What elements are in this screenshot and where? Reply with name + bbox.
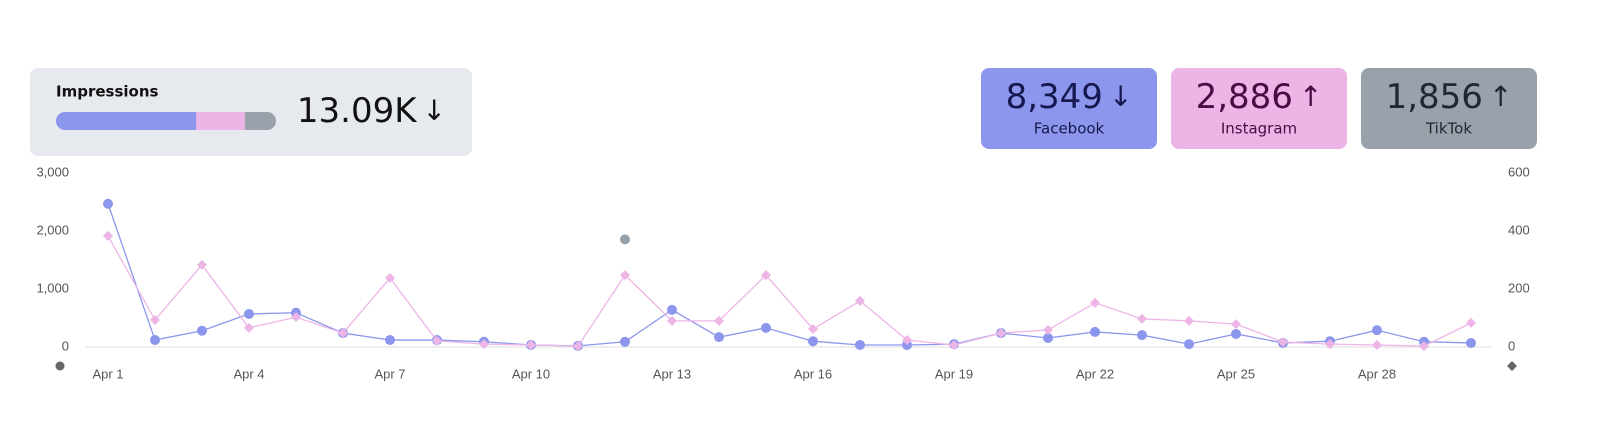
y2-tick-label: 400 <box>1508 222 1530 237</box>
x-tick-label: Apr 22 <box>1076 366 1114 381</box>
point <box>714 332 724 343</box>
x-tick-label: Apr 13 <box>653 366 691 381</box>
y2-tick-label: 0 <box>1508 338 1515 353</box>
point <box>291 312 301 323</box>
point <box>902 335 912 346</box>
point <box>150 335 160 346</box>
total-value: 13.09K <box>297 91 418 131</box>
point <box>197 259 207 270</box>
left-axis-marker <box>55 361 65 371</box>
platform-card <box>1361 68 1537 149</box>
platform-label: Instagram <box>1221 120 1297 138</box>
point <box>1137 313 1147 324</box>
point <box>1325 339 1335 350</box>
point <box>1090 326 1100 337</box>
right-axis-marker <box>1507 361 1517 371</box>
x-tick-label: Apr 10 <box>512 366 550 381</box>
summary-total: 13.09K ↓ <box>297 91 446 131</box>
point <box>855 295 865 306</box>
point <box>620 234 630 245</box>
point <box>620 336 630 347</box>
point <box>385 335 395 346</box>
value: 1,856 <box>1386 77 1483 117</box>
point <box>1231 319 1241 330</box>
point <box>150 315 160 326</box>
y-tick-label: 2,000 <box>36 222 69 237</box>
y-tick-label: 0 <box>62 338 69 353</box>
point <box>667 315 677 326</box>
x-tick-label: Apr 4 <box>233 366 264 381</box>
point <box>1372 325 1382 336</box>
x-tick-label: Apr 19 <box>935 366 973 381</box>
x-tick-label: Apr 7 <box>374 366 405 381</box>
point <box>1466 337 1476 348</box>
summary-title: Impressions <box>56 83 159 101</box>
point <box>338 328 348 339</box>
x-tick-label: Apr 16 <box>794 366 832 381</box>
value: 2,886 <box>1196 77 1293 117</box>
platform-value: 8,349 ↓ <box>1006 77 1133 117</box>
bar-segment <box>196 112 245 130</box>
point <box>996 328 1006 339</box>
share-bar <box>56 112 276 130</box>
point <box>1231 328 1241 339</box>
point <box>808 336 818 347</box>
y-tick-label: 1,000 <box>36 280 69 295</box>
trend-arrow: ↓ <box>423 94 446 127</box>
point <box>808 324 818 335</box>
point <box>1278 337 1288 348</box>
point <box>620 270 630 281</box>
point <box>855 339 865 350</box>
bar-segment <box>56 112 197 130</box>
point <box>244 308 254 319</box>
platform-label: Facebook <box>1034 120 1105 138</box>
point <box>432 335 442 346</box>
point <box>1090 297 1100 308</box>
point <box>1419 341 1429 352</box>
point <box>103 198 113 209</box>
x-tick-label: Apr 1 <box>92 366 123 381</box>
point <box>1043 324 1053 335</box>
point <box>667 304 677 315</box>
point <box>1184 315 1194 326</box>
point <box>1184 339 1194 350</box>
platform-card <box>981 68 1157 149</box>
point <box>526 339 536 350</box>
point <box>714 315 724 326</box>
y2-tick-label: 600 <box>1508 164 1530 179</box>
point <box>479 339 489 350</box>
y-tick-label: 3,000 <box>36 164 69 179</box>
platform-value: 2,886 ↑ <box>1196 77 1323 117</box>
point <box>244 322 254 333</box>
y2-tick-label: 200 <box>1508 280 1530 295</box>
point <box>197 325 207 336</box>
point <box>949 339 959 350</box>
x-tick-label: Apr 28 <box>1358 366 1396 381</box>
point <box>761 270 771 281</box>
platform-card <box>1171 68 1347 149</box>
trend-arrow: ↑ <box>1489 80 1512 113</box>
series-line <box>107 203 1472 347</box>
point <box>761 322 771 333</box>
point <box>103 230 113 241</box>
point <box>1137 330 1147 341</box>
bar-segment <box>244 112 276 130</box>
point <box>385 272 395 283</box>
x-tick-label: Apr 25 <box>1217 366 1255 381</box>
trend-arrow: ↓ <box>1109 80 1132 113</box>
platform-value: 1,856 ↑ <box>1386 77 1513 117</box>
platform-label: TikTok <box>1425 120 1472 138</box>
point <box>1372 339 1382 350</box>
point <box>1466 317 1476 328</box>
point <box>1043 333 1053 344</box>
point <box>573 341 583 352</box>
series-line <box>107 235 1472 347</box>
value: 8,349 <box>1006 77 1103 117</box>
trend-arrow: ↑ <box>1299 80 1322 113</box>
